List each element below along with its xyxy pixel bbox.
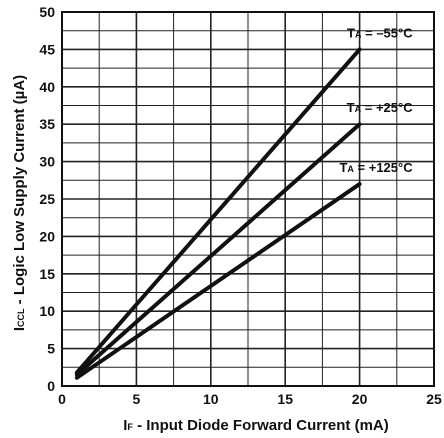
y-tick-label: 0 — [47, 378, 55, 394]
series-label-plus125: TA = +125°C — [339, 160, 413, 175]
y-tick-labels: 0 5 10 15 20 25 30 35 40 45 50 — [39, 4, 55, 394]
x-tick-label: 0 — [58, 391, 66, 407]
series-line-0 — [74, 47, 362, 375]
x-tick-label: 25 — [426, 391, 442, 407]
x-tick-label: 10 — [203, 391, 219, 407]
y-tick-label: 50 — [39, 4, 55, 20]
x-tick-label: 20 — [352, 391, 368, 407]
y-tick-label: 30 — [39, 154, 55, 170]
grid — [62, 12, 434, 386]
series-line-1 — [74, 122, 362, 377]
x-axis-label: IF - Input Diode Forward Current (mA) — [123, 417, 389, 434]
y-tick-label: 10 — [39, 303, 55, 319]
series-label-minus55: TA = –55°C — [347, 25, 413, 40]
y-tick-label: 35 — [39, 116, 55, 132]
x-tick-labels: 0 5 10 15 20 25 — [58, 391, 442, 407]
y-axis-label: ICCL - Logic Low Supply Current (µA) — [11, 75, 28, 331]
x-tick-label: 5 — [133, 391, 141, 407]
series-group — [74, 47, 362, 380]
y-tick-label: 40 — [39, 79, 55, 95]
y-tick-label: 15 — [39, 266, 55, 282]
series-line-2 — [74, 182, 362, 380]
y-tick-label: 25 — [39, 191, 55, 207]
y-tick-label: 45 — [39, 41, 55, 57]
y-tick-label: 5 — [47, 341, 55, 357]
plot-frame — [61, 11, 435, 387]
y-tick-label: 20 — [39, 228, 55, 244]
series-label-plus25: TA = +25°C — [347, 100, 414, 115]
x-tick-label: 15 — [277, 391, 293, 407]
